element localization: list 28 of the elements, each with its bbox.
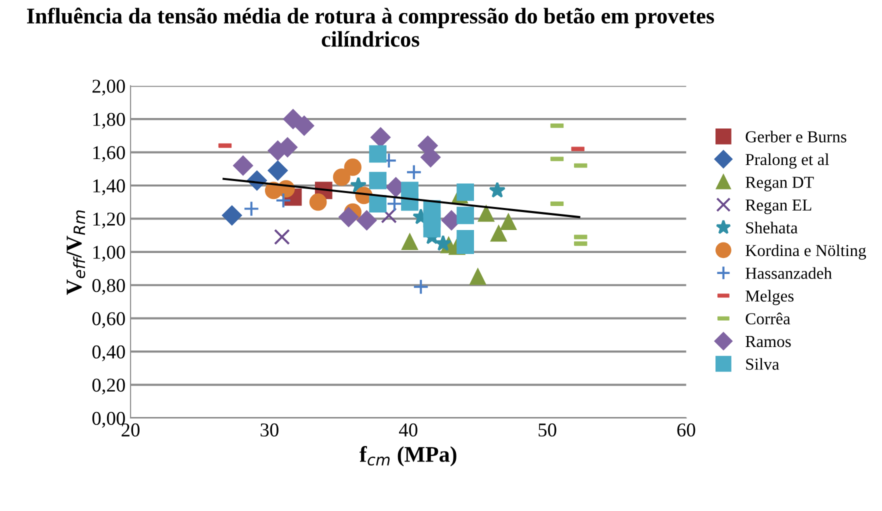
legend-label: Silva bbox=[746, 358, 780, 370]
chart-title: Influência da tensão média de rotura à compressão do betão em provetes cilíndricos bbox=[27, 8, 714, 47]
legend-label: Kordina e Nölting bbox=[746, 244, 866, 260]
y-axis-title: V$_{eff}$/V$_{Rm}$ bbox=[66, 210, 86, 295]
y-tick-label: 0,80 bbox=[92, 278, 125, 295]
y-tick-label: 0,20 bbox=[92, 378, 125, 395]
y-tick-label: 1,40 bbox=[93, 179, 125, 196]
legend-label: Regan DT bbox=[746, 176, 814, 192]
x-axis-title: f$_{cm}$ (MPa) bbox=[360, 446, 456, 466]
y-tick-label: 1,20 bbox=[93, 212, 125, 228]
legend-label: Gerber e Burns bbox=[746, 130, 846, 142]
x-tick-label: 60 bbox=[677, 423, 696, 437]
y-tick-label: 2,00 bbox=[92, 80, 125, 96]
x-tick-label: 30 bbox=[260, 423, 278, 437]
legend-label: Corrêa bbox=[746, 312, 790, 324]
legend-label: Ramos bbox=[746, 336, 791, 348]
y-tick-label: 1,60 bbox=[93, 146, 125, 162]
legend-label: Melges bbox=[746, 290, 794, 306]
legend-label: Hassanzadeh bbox=[746, 267, 832, 279]
y-tick-label: 0,40 bbox=[92, 345, 125, 362]
x-tick-label: 50 bbox=[538, 423, 556, 437]
legend-label: Shehata bbox=[746, 222, 798, 234]
y-tick-label: 0,60 bbox=[92, 312, 125, 328]
y-tick-label: 1,80 bbox=[93, 112, 125, 129]
y-tick-label: 1,00 bbox=[93, 246, 125, 262]
legend-label: Pralong et al bbox=[746, 153, 829, 169]
x-tick-label: 40 bbox=[399, 423, 418, 437]
legend-label: Regan EL bbox=[746, 200, 812, 214]
